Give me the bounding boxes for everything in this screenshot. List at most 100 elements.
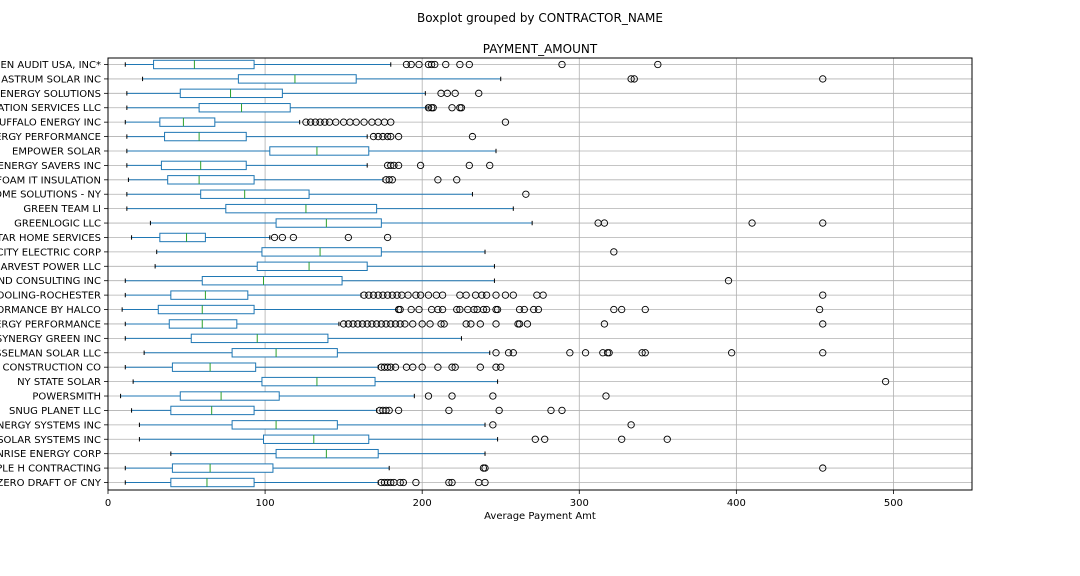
box-group: [124, 477, 489, 488]
y-tick-label: UFFALO ENERGY INC: [0, 118, 101, 129]
flier-point: [479, 305, 488, 314]
flier-point: [339, 320, 348, 328]
flier-point: [470, 305, 478, 314]
box-group: [126, 88, 483, 99]
flier-point: [453, 305, 461, 314]
flier-point: [383, 132, 392, 141]
flier-point: [416, 161, 425, 170]
flier-point: [354, 320, 362, 328]
flier-point: [492, 363, 500, 371]
flier-point: [382, 320, 390, 328]
flier-point: [363, 320, 371, 328]
flier-point: [605, 349, 613, 357]
flier-point: [412, 478, 420, 487]
flier-point: [360, 291, 368, 299]
flier-point: [418, 363, 426, 371]
y-tick-label: NRISE ENERGY CORP: [0, 449, 101, 460]
flier-point: [382, 406, 390, 415]
y-tick-label: ATION SERVICES LLC: [0, 103, 101, 114]
flier-point: [344, 233, 352, 242]
y-tick-labels: ZERO DRAFT OF CNY PLE H CONTRACTING NRISE …: [0, 60, 108, 489]
flier-point: [368, 320, 376, 328]
flier-point: [558, 60, 566, 69]
y-tick-label: FORMANCE BY HALCO: [0, 305, 101, 316]
flier-point: [369, 291, 378, 299]
flier-point: [728, 349, 736, 357]
flier-point: [394, 132, 403, 141]
x-tick-label: 400: [727, 498, 746, 509]
flier-point: [409, 320, 417, 328]
flier-point: [394, 161, 403, 170]
flier-point: [475, 89, 483, 97]
flier-point: [424, 104, 433, 112]
flier-point: [440, 320, 448, 328]
flier-point: [412, 291, 420, 299]
box-group: [126, 203, 514, 214]
chart-title: PAYMENT_AMOUNT: [483, 42, 598, 56]
box-iqr: [200, 189, 310, 199]
flier-point: [531, 435, 539, 443]
box-group: [156, 247, 618, 257]
box-group: [124, 319, 827, 329]
flier-point: [497, 363, 505, 371]
box-iqr: [231, 420, 338, 430]
flier-point: [416, 291, 425, 299]
box-group: [154, 261, 495, 271]
flier-point: [289, 233, 298, 242]
flier-point: [396, 305, 404, 314]
box-group: [124, 276, 733, 286]
x-tick-label: 200: [413, 498, 432, 509]
flier-point: [465, 161, 473, 170]
box-group: [120, 391, 610, 401]
flier-point: [396, 478, 404, 487]
flier-point: [437, 320, 445, 328]
flier-point: [442, 60, 450, 69]
flier-point: [438, 305, 447, 314]
flier-point: [492, 320, 500, 328]
flier-point: [504, 349, 513, 357]
y-tick-label: TAR HOME SERVICES: [0, 233, 101, 244]
flier-point: [453, 176, 461, 184]
flier-point: [515, 320, 524, 328]
y-tick-label: OOLING-ROCHESTER: [0, 291, 101, 302]
flier-point: [270, 233, 279, 242]
flier-point: [407, 60, 415, 69]
flier-point: [387, 363, 395, 371]
box-iqr: [263, 434, 370, 444]
y-tick-label: SNUG PLANET LLC: [9, 406, 101, 417]
flier-point: [486, 161, 494, 170]
flier-point: [391, 363, 400, 371]
flier-point: [424, 392, 433, 400]
box-group: [126, 160, 494, 171]
box-group: [124, 333, 462, 344]
flier-point: [654, 60, 662, 69]
y-tick-label: ZERO DRAFT OF CNY: [0, 478, 102, 489]
flier-point: [602, 392, 610, 400]
y-tick-label: EEN AUDIT USA, INC*: [0, 60, 101, 71]
flier-point: [443, 89, 451, 97]
flier-point: [509, 291, 517, 299]
flier-point: [379, 132, 387, 141]
plot-frame: [107, 57, 973, 491]
box-iqr: [269, 146, 370, 156]
box-iqr: [171, 362, 257, 372]
flier-point: [385, 176, 393, 184]
flier-point: [418, 320, 426, 328]
flier-point: [456, 60, 464, 69]
box-iqr: [275, 448, 379, 459]
box-group: [121, 304, 824, 315]
flier-point: [431, 60, 439, 69]
box-group: [124, 290, 827, 300]
flier-point: [391, 320, 400, 328]
box-iqr: [164, 131, 247, 142]
flier-point: [724, 277, 733, 285]
y-tick-label: GREENLOGIC LLC: [14, 219, 101, 230]
flier-point: [401, 320, 409, 328]
flier-point: [379, 291, 387, 299]
box-iqr: [201, 276, 343, 286]
box-iqr: [231, 348, 338, 358]
flier-point: [515, 305, 524, 314]
flier-point: [390, 161, 398, 170]
flier-point: [476, 363, 484, 371]
flier-point: [482, 305, 491, 314]
